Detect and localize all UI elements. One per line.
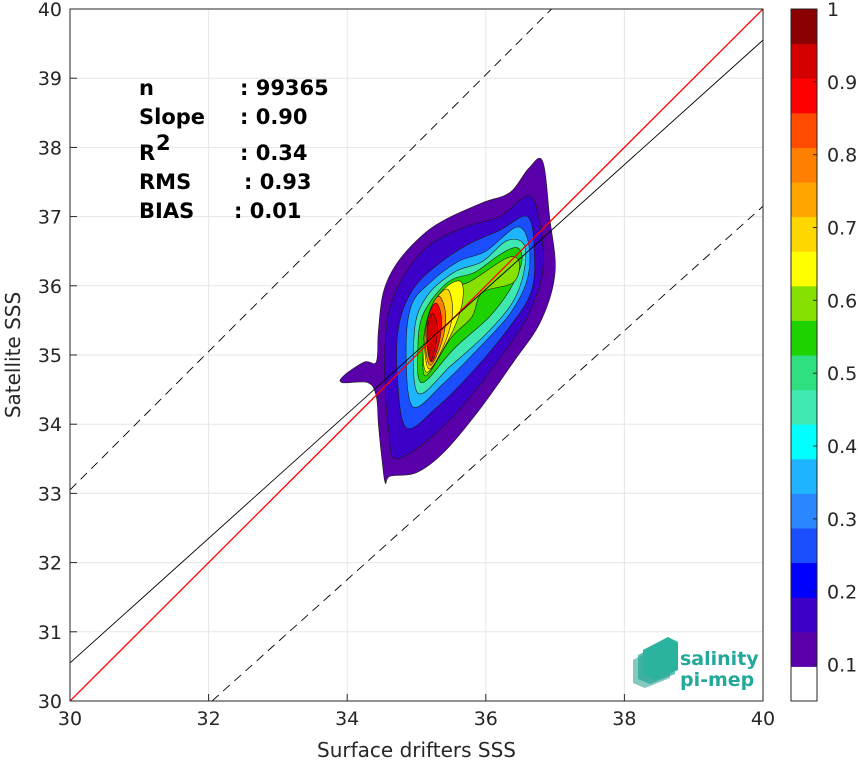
logo-line-1: salinity bbox=[680, 648, 759, 670]
colorbar: 0.1 0.2 0.3 0.4 0.5 0.6 0.7 0.8 0.9 1 bbox=[790, 0, 857, 702]
colorbar-segment bbox=[791, 389, 817, 425]
y-tick-label: 37 bbox=[38, 207, 62, 229]
colorbar-tick-label: 0.4 bbox=[827, 436, 857, 458]
colorbar-segment bbox=[791, 216, 817, 252]
y-tick-label: 32 bbox=[38, 553, 62, 575]
identity-line bbox=[70, 9, 763, 701]
colorbar-tick-label: 0.7 bbox=[827, 218, 857, 240]
colorbar-tick-label: 0.5 bbox=[827, 363, 857, 385]
colorbar-tick-label: 0.3 bbox=[827, 509, 857, 531]
stat-value: : 0.93 bbox=[244, 170, 312, 194]
colorbar-segment bbox=[791, 112, 817, 148]
x-tick-label: 32 bbox=[197, 708, 221, 730]
stat-label: Slope bbox=[139, 105, 205, 129]
x-tick-label: 40 bbox=[751, 708, 775, 730]
colorbar-segment bbox=[791, 597, 817, 633]
regression-line bbox=[70, 39, 763, 664]
colorbar-segment bbox=[791, 43, 817, 79]
y-tick-label: 30 bbox=[38, 691, 62, 713]
y-tick-label: 38 bbox=[38, 137, 62, 159]
colorbar-segment bbox=[791, 147, 817, 183]
stat-label: R bbox=[139, 141, 155, 165]
x-axis-ticks: 30 32 34 36 38 40 bbox=[58, 694, 775, 730]
colorbar-segment bbox=[791, 424, 817, 460]
colorbar-segment bbox=[791, 355, 817, 391]
stat-value: : 0.90 bbox=[240, 105, 308, 129]
y-axis-label: Satellite SSS bbox=[1, 292, 25, 418]
x-tick-label: 36 bbox=[474, 708, 498, 730]
stat-label: n bbox=[139, 76, 154, 100]
lower-dashed-line bbox=[211, 205, 763, 701]
y-axis-ticks: 30 31 32 33 34 35 36 37 38 39 40 bbox=[38, 0, 77, 713]
density-contours bbox=[339, 157, 556, 484]
colorbar-segment bbox=[791, 631, 817, 667]
colorbar-tick-label: 0.8 bbox=[827, 145, 857, 167]
stat-value: : 0.01 bbox=[234, 199, 302, 223]
colorbar-segment bbox=[791, 251, 817, 287]
stat-value: : 0.34 bbox=[240, 141, 308, 165]
x-axis-label: Surface drifters SSS bbox=[317, 738, 516, 762]
reference-lines bbox=[70, 9, 763, 701]
colorbar-segment bbox=[791, 528, 817, 564]
stat-label: RMS bbox=[139, 170, 191, 194]
logo-layers-icon bbox=[633, 637, 678, 688]
colorbar-segment bbox=[791, 78, 817, 114]
statistics-annotation: n : 99365 Slope : 0.90 R 2 : 0.34 RMS : 0.93 BIAS… bbox=[139, 76, 329, 223]
colorbar-tick-label: 1 bbox=[827, 0, 839, 21]
colorbar-segment bbox=[791, 320, 817, 356]
colorbar-tick-label: 0.1 bbox=[827, 655, 857, 677]
colorbar-tick-label: 0.9 bbox=[827, 72, 857, 94]
colorbar-frame bbox=[790, 8, 818, 702]
colorbar-segment bbox=[791, 9, 817, 45]
colorbar-segment bbox=[791, 493, 817, 529]
colorbar-segment bbox=[791, 562, 817, 598]
colorbar-segment bbox=[791, 458, 817, 494]
y-tick-label: 34 bbox=[38, 414, 62, 436]
logo-line-2: pi-mep bbox=[680, 669, 754, 691]
colorbar-tick-label: 0.2 bbox=[827, 582, 857, 604]
x-tick-label: 38 bbox=[612, 708, 636, 730]
y-tick-label: 31 bbox=[38, 622, 62, 644]
y-tick-label: 35 bbox=[38, 345, 62, 367]
stat-value: : 99365 bbox=[240, 76, 329, 100]
colorbar-segment bbox=[791, 285, 817, 321]
stat-label: BIAS bbox=[139, 199, 194, 223]
x-tick-label: 30 bbox=[58, 708, 82, 730]
x-tick-label: 34 bbox=[335, 708, 359, 730]
colorbar-segment bbox=[791, 182, 817, 218]
y-tick-label: 40 bbox=[38, 0, 62, 21]
colorbar-segment bbox=[791, 666, 817, 702]
stat-superscript: 2 bbox=[156, 131, 171, 155]
colorbar-tick-label: 0.6 bbox=[827, 290, 857, 312]
y-tick-label: 36 bbox=[38, 276, 62, 298]
y-tick-label: 33 bbox=[38, 483, 62, 505]
salinity-pi-mep-logo: salinity pi-mep bbox=[633, 637, 759, 691]
y-tick-label: 39 bbox=[38, 68, 62, 90]
